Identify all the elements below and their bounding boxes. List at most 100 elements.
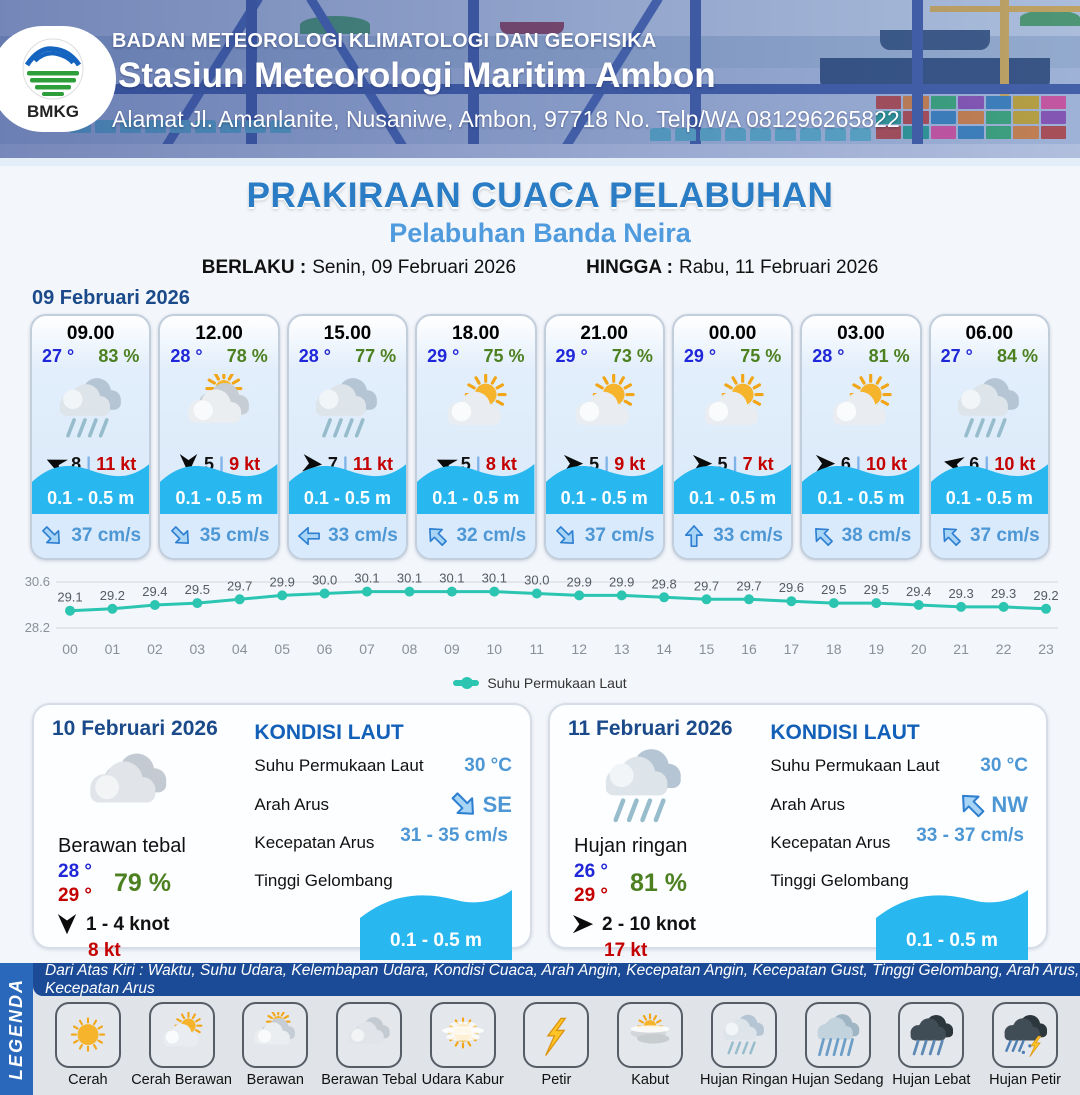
card-wave-band: 0.1 - 0.5 m — [32, 454, 150, 514]
svg-text:29.6: 29.6 — [779, 580, 804, 595]
svg-text:19: 19 — [869, 641, 885, 657]
wave-shape — [160, 464, 278, 514]
sst-label: Suhu Permukaan Laut — [254, 756, 424, 775]
chart-legend: Suhu Permukaan Laut — [18, 675, 1062, 691]
wind-gust-separator: | — [219, 453, 225, 474]
sea-conditions-title: KONDISI LAUT — [254, 721, 404, 744]
hujan-ringan-icon — [316, 378, 378, 438]
legend-item-cerah: Cerah — [44, 1002, 132, 1088]
daily-condition: Berawan tebal — [58, 835, 186, 857]
card-weather-icon — [32, 367, 149, 451]
legend-item-label: Hujan Sedang — [791, 1072, 884, 1088]
card-current-speed: 37 cm/s — [969, 525, 1040, 546]
card-time: 21.00 — [580, 323, 628, 344]
card-humidity: 77 % — [355, 346, 397, 366]
station-name: Stasiun Meteorologi Maritim Ambon — [118, 56, 716, 95]
svg-text:18: 18 — [826, 641, 842, 657]
daily-summary-row: 10 Februari 2026 Berawan tebal 28 ° 29 °… — [32, 703, 1048, 961]
card-current-row: 35 cm/s — [160, 514, 278, 558]
wind-direction-arrow-icon — [572, 915, 594, 934]
daily-left-column: 10 Februari 2026 Berawan tebal 28 ° 29 °… — [52, 717, 254, 962]
svg-text:29.2: 29.2 — [100, 588, 125, 603]
wave-height-value: 0.1 - 0.5 m — [906, 929, 998, 951]
hourly-card-09.00[interactable]: 09.00 27 ° 83 % 8 | 11 kt 0.1 - 0.5 m 37… — [30, 314, 152, 560]
card-weather-icon — [160, 367, 277, 451]
card-wind-row: 7 | 11 kt — [289, 451, 406, 477]
wave-height-box: 0.1 - 0.5 m — [359, 884, 512, 960]
hourly-card-06.00[interactable]: 06.00 27 ° 84 % 6 | 10 kt 0.1 - 0.5 m 37… — [928, 314, 1050, 560]
card-wave-height: 0.1 - 0.5 m — [47, 488, 135, 508]
hingga-value: Rabu, 11 Februari 2026 — [679, 257, 879, 278]
card-current-row: 33 cm/s — [673, 514, 792, 558]
wind-gust-separator: | — [732, 453, 738, 474]
hujan-ringan-icon — [605, 748, 681, 822]
svg-text:04: 04 — [232, 641, 248, 657]
svg-text:30.1: 30.1 — [397, 571, 422, 586]
sst-value: 30 °C — [464, 755, 512, 776]
org-name: BADAN METEOROLOGI KLIMATOLOGI DAN GEOFIS… — [112, 30, 657, 52]
card-humidity: 75 % — [483, 346, 525, 366]
daily-temp-max: 29 ° — [574, 884, 609, 906]
svg-text:29.5: 29.5 — [821, 582, 846, 597]
card-temperature: 28 ° — [298, 346, 331, 366]
legend-section: LEGENDA Dari Atas Kiri : Waktu, Suhu Uda… — [0, 962, 1080, 1095]
legend-item-berawan: Berawan — [231, 1002, 319, 1088]
svg-text:23: 23 — [1038, 641, 1054, 657]
card-weather-icon — [417, 367, 534, 451]
svg-text:09: 09 — [444, 641, 460, 657]
hourly-card-12.00[interactable]: 12.00 28 ° 78 % 5 | 9 kt 0.1 - 0.5 m 35 … — [158, 314, 280, 560]
sst-label: Suhu Permukaan Laut — [770, 756, 940, 775]
header-tint-overlay — [0, 0, 1080, 158]
card-temperature: 27 ° — [42, 346, 75, 366]
card-time: 09.00 — [66, 323, 115, 344]
sst-chart: 30.6 28.2 29.1 00 29.2 01 29.4 02 29.5 03 29.7 04 29… — [18, 566, 1062, 691]
svg-text:30.6: 30.6 — [25, 574, 50, 589]
hingga-label: HINGGA : — [586, 257, 673, 278]
hujan-sedang-icon — [817, 1013, 859, 1056]
hourly-card-21.00[interactable]: 21.00 29 ° 73 % 5 | 9 kt 0.1 - 0.5 m 37 … — [543, 314, 665, 560]
card-wave-band: 0.1 - 0.5 m — [417, 454, 535, 514]
legend-item-hujan-ringan: Hujan Ringan — [700, 1002, 788, 1088]
wind-direction-arrow-icon — [815, 455, 836, 473]
hujan-ringan-icon — [59, 378, 121, 438]
card-humidity: 75 % — [740, 346, 782, 366]
current-direction-arrow-icon — [685, 525, 704, 547]
berawan-icon — [254, 1011, 296, 1045]
daily-card-0[interactable]: 10 Februari 2026 Berawan tebal 28 ° 29 °… — [32, 703, 532, 961]
card-gust: 7 kt — [742, 453, 774, 474]
legend-item-udara-kabur: Udara Kabur — [419, 1002, 507, 1088]
card-humidity: 83 % — [98, 346, 140, 366]
berlaku-value: Senin, 09 Februari 2026 — [312, 257, 517, 278]
card-temperature: 28 ° — [170, 346, 203, 366]
wave-height-label: Tinggi Gelombang — [254, 870, 393, 890]
legend-item-label: Berawan — [246, 1072, 304, 1088]
port-name: Pelabuhan Banda Neira — [389, 218, 691, 248]
card-current-speed: 33 cm/s — [713, 525, 783, 546]
card-wave-height: 0.1 - 0.5 m — [175, 488, 263, 508]
card-wave-band: 0.1 - 0.5 m — [930, 454, 1048, 514]
card-weather-icon — [802, 367, 919, 451]
card-temperature: 28 ° — [812, 346, 845, 366]
daily-humidity: 79 % — [114, 869, 171, 898]
svg-text:29.3: 29.3 — [948, 586, 973, 601]
svg-text:28.2: 28.2 — [25, 620, 50, 635]
hourly-card-15.00[interactable]: 15.00 28 ° 77 % 7 | 11 kt 0.1 - 0.5 m 33… — [286, 314, 409, 560]
card-gust: 11 kt — [352, 453, 393, 474]
daily-wind-range: 1 - 4 knot — [86, 913, 170, 935]
hourly-card-03.00[interactable]: 03.00 28 ° 81 % 6 | 10 kt 0.1 - 0.5 m 38… — [800, 314, 922, 560]
svg-text:30.1: 30.1 — [482, 571, 507, 586]
card-wind-speed: 5 — [460, 453, 471, 474]
svg-text:12: 12 — [571, 641, 587, 657]
hourly-card-00.00[interactable]: 00.00 29 ° 75 % 5 | 7 kt 0.1 - 0.5 m 33 … — [671, 314, 794, 560]
svg-text:29.1: 29.1 — [57, 590, 82, 605]
bmkg-logo: BMKG — [0, 26, 116, 132]
hourly-card-18.00[interactable]: 18.00 29 ° 75 % 5 | 8 kt 0.1 - 0.5 m 32 … — [415, 314, 537, 560]
kabut-icon — [630, 1012, 670, 1044]
card-wind-speed: 6 — [840, 453, 851, 474]
card-gust: 9 kt — [229, 453, 261, 474]
card-current-speed: 35 cm/s — [199, 525, 270, 546]
current-direction-arrow-icon — [555, 526, 574, 544]
wind-direction-arrow-icon — [179, 454, 198, 474]
card-wave-band: 0.1 - 0.5 m — [802, 454, 920, 514]
daily-card-1[interactable]: 11 Februari 2026 Hujan ringan 26 ° 29 ° … — [548, 703, 1048, 961]
